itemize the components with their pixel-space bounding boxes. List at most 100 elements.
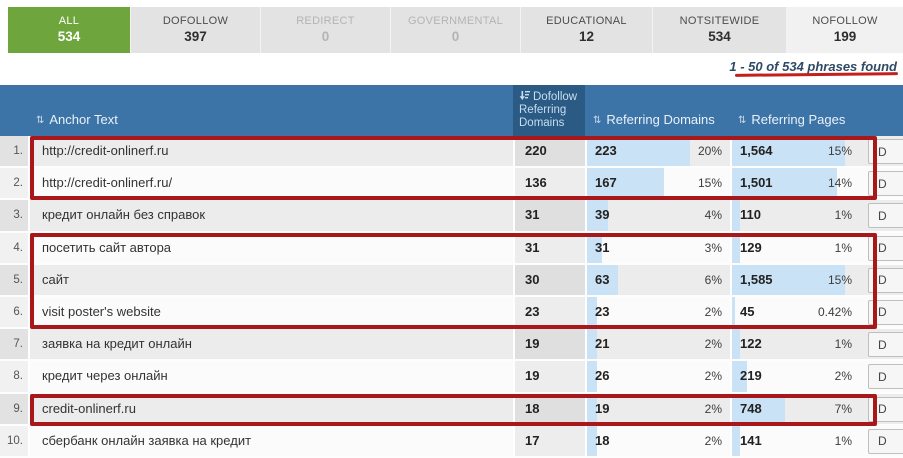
percentage-bar: [732, 329, 740, 360]
details-button[interactable]: D: [868, 139, 903, 164]
tab-label: NOTSITEWIDE: [679, 15, 760, 27]
referring-domains-cell: 19 2%: [585, 393, 730, 424]
cell-percent: 1%: [834, 208, 852, 223]
details-button[interactable]: D: [868, 203, 903, 229]
tab-label: DOFOLLOW: [162, 15, 229, 27]
referring-pages-cell: 1,501 14%: [730, 168, 860, 199]
tab-nofollow[interactable]: NOFOLLOW 199: [786, 7, 903, 53]
details-button[interactable]: D: [868, 171, 903, 197]
row-number: 7.: [0, 329, 28, 360]
anchor-text-cell: credit-onlinerf.ru: [28, 393, 513, 424]
details-cell: D: [860, 136, 903, 166]
details-button[interactable]: D: [868, 364, 903, 390]
cell-percent: 15%: [697, 176, 722, 191]
referring-pages-cell: 1,564 15%: [730, 136, 860, 167]
cell-value: 167: [595, 175, 617, 191]
sort-both-icon: ⇅: [738, 115, 747, 126]
column-header-label: Anchor Text: [49, 112, 118, 127]
row-number: 8.: [0, 361, 28, 392]
anchor-text-cell: сайт: [28, 264, 513, 295]
details-button[interactable]: D: [868, 332, 903, 358]
cell-value: 1,564: [740, 143, 773, 158]
percentage-bar: [587, 329, 598, 360]
referring-domains-cell: 63 6%: [585, 264, 730, 295]
anchor-text-cell: сбербанк онлайн заявка на кредит: [28, 425, 513, 456]
sort-desc-icon: [519, 91, 530, 100]
referring-domains-cell: 26 2%: [585, 361, 730, 392]
referring-pages-cell: 129 1%: [730, 232, 860, 263]
details-button[interactable]: D: [868, 267, 903, 293]
tab-count: 534: [708, 29, 731, 44]
anchor-text-cell: кредит через онлайн: [28, 361, 513, 392]
cell-value: 18: [595, 432, 610, 448]
tab-redirect[interactable]: REDIRECT 0: [260, 7, 390, 53]
cell-value: 129: [740, 239, 762, 255]
tab-count: 199: [833, 29, 857, 44]
percentage-bar: [587, 200, 608, 231]
percentage-bar: [732, 425, 740, 456]
table-row: 1. http://credit-onlinerf.ru 220 223 20% 1,56…: [0, 136, 903, 169]
percentage-bar: [587, 393, 598, 424]
column-header-referring-domains[interactable]: ⇅ Referring Domains: [585, 85, 730, 136]
cell-percent: 3%: [704, 240, 722, 255]
details-button[interactable]: D: [868, 396, 903, 422]
anchor-text-cell: http://credit-onlinerf.ru/: [28, 168, 513, 199]
table-row: 4. посетить сайт автора 31 31 3% 129 1% D: [0, 232, 903, 265]
referring-domains-cell: 18 2%: [585, 425, 730, 456]
tab-label: GOVERNMENTAL: [407, 15, 504, 27]
tab-educational[interactable]: EDUCATIONAL 12: [520, 7, 652, 53]
details-cell: D: [860, 426, 903, 456]
details-button[interactable]: D: [868, 235, 903, 261]
tab-count: 534: [57, 29, 81, 44]
tab-notsitewide[interactable]: NOTSITEWIDE 534: [652, 7, 786, 53]
tab-label: ALL: [58, 15, 80, 27]
details-button[interactable]: D: [868, 428, 903, 454]
cell-percent: 2%: [704, 401, 722, 416]
cell-value: 141: [740, 432, 762, 448]
cell-value: 748: [740, 400, 762, 416]
tab-all[interactable]: ALL 534: [8, 7, 130, 53]
column-header-row-number: [0, 85, 28, 136]
referring-pages-cell: 141 1%: [730, 425, 860, 456]
anchor-text-cell: http://credit-onlinerf.ru: [28, 136, 513, 167]
percentage-bar: [587, 264, 618, 295]
cell-percent: 1%: [834, 433, 852, 448]
cell-percent: 15%: [827, 144, 852, 158]
cell-value: 1,501: [740, 175, 773, 191]
cell-value: 45: [740, 303, 755, 319]
percentage-bar: [732, 361, 748, 392]
table-row: 8. кредит через онлайн 19 26 2% 219 2% D: [0, 361, 903, 394]
tab-governmental[interactable]: GOVERNMENTAL 0: [390, 7, 520, 53]
table-row: 7. заявка на кредит онлайн 19 21 2% 122 1% D: [0, 329, 903, 362]
details-button[interactable]: D: [868, 299, 903, 325]
column-header-dofollow-referring-domains[interactable]: Dofollow Referring Domains: [513, 85, 585, 136]
cell-percent: 1%: [834, 337, 852, 352]
percentage-bar: [732, 200, 740, 231]
cell-value: 39: [595, 207, 610, 223]
cell-percent: 4%: [704, 208, 722, 223]
column-header-anchor-text[interactable]: ⇅ Anchor Text: [28, 85, 513, 136]
table-row: 3. кредит онлайн без справок 31 39 4% 110 1% D: [0, 200, 903, 233]
column-header-details: [860, 85, 903, 136]
table-row: 9. credit-onlinerf.ru 18 19 2% 748 7% D: [0, 393, 903, 426]
referring-domains-cell: 167 15%: [585, 168, 730, 199]
referring-pages-cell: 219 2%: [730, 361, 860, 392]
cell-percent: 2%: [704, 304, 722, 319]
percentage-bar: [587, 232, 603, 263]
tab-count: 0: [451, 29, 460, 44]
cell-value: 63: [595, 271, 610, 287]
percentage-bar: [732, 136, 845, 167]
cell-value: 219: [740, 368, 762, 384]
cell-value: 31: [595, 239, 610, 255]
sort-both-icon: ⇅: [36, 115, 45, 126]
tab-dofollow[interactable]: DOFOLLOW 397: [130, 7, 260, 53]
anchor-text-cell: кредит онлайн без справок: [28, 200, 513, 231]
percentage-bar: [732, 264, 845, 295]
dofollow-referring-domains-cell: 18: [513, 393, 585, 424]
referring-pages-cell: 110 1%: [730, 200, 860, 231]
row-number: 9.: [0, 393, 28, 424]
details-cell: D: [860, 168, 903, 198]
percentage-bar: [587, 361, 598, 392]
column-header-referring-pages[interactable]: ⇅ Referring Pages: [730, 85, 860, 136]
dofollow-referring-domains-cell: 31: [513, 200, 585, 231]
